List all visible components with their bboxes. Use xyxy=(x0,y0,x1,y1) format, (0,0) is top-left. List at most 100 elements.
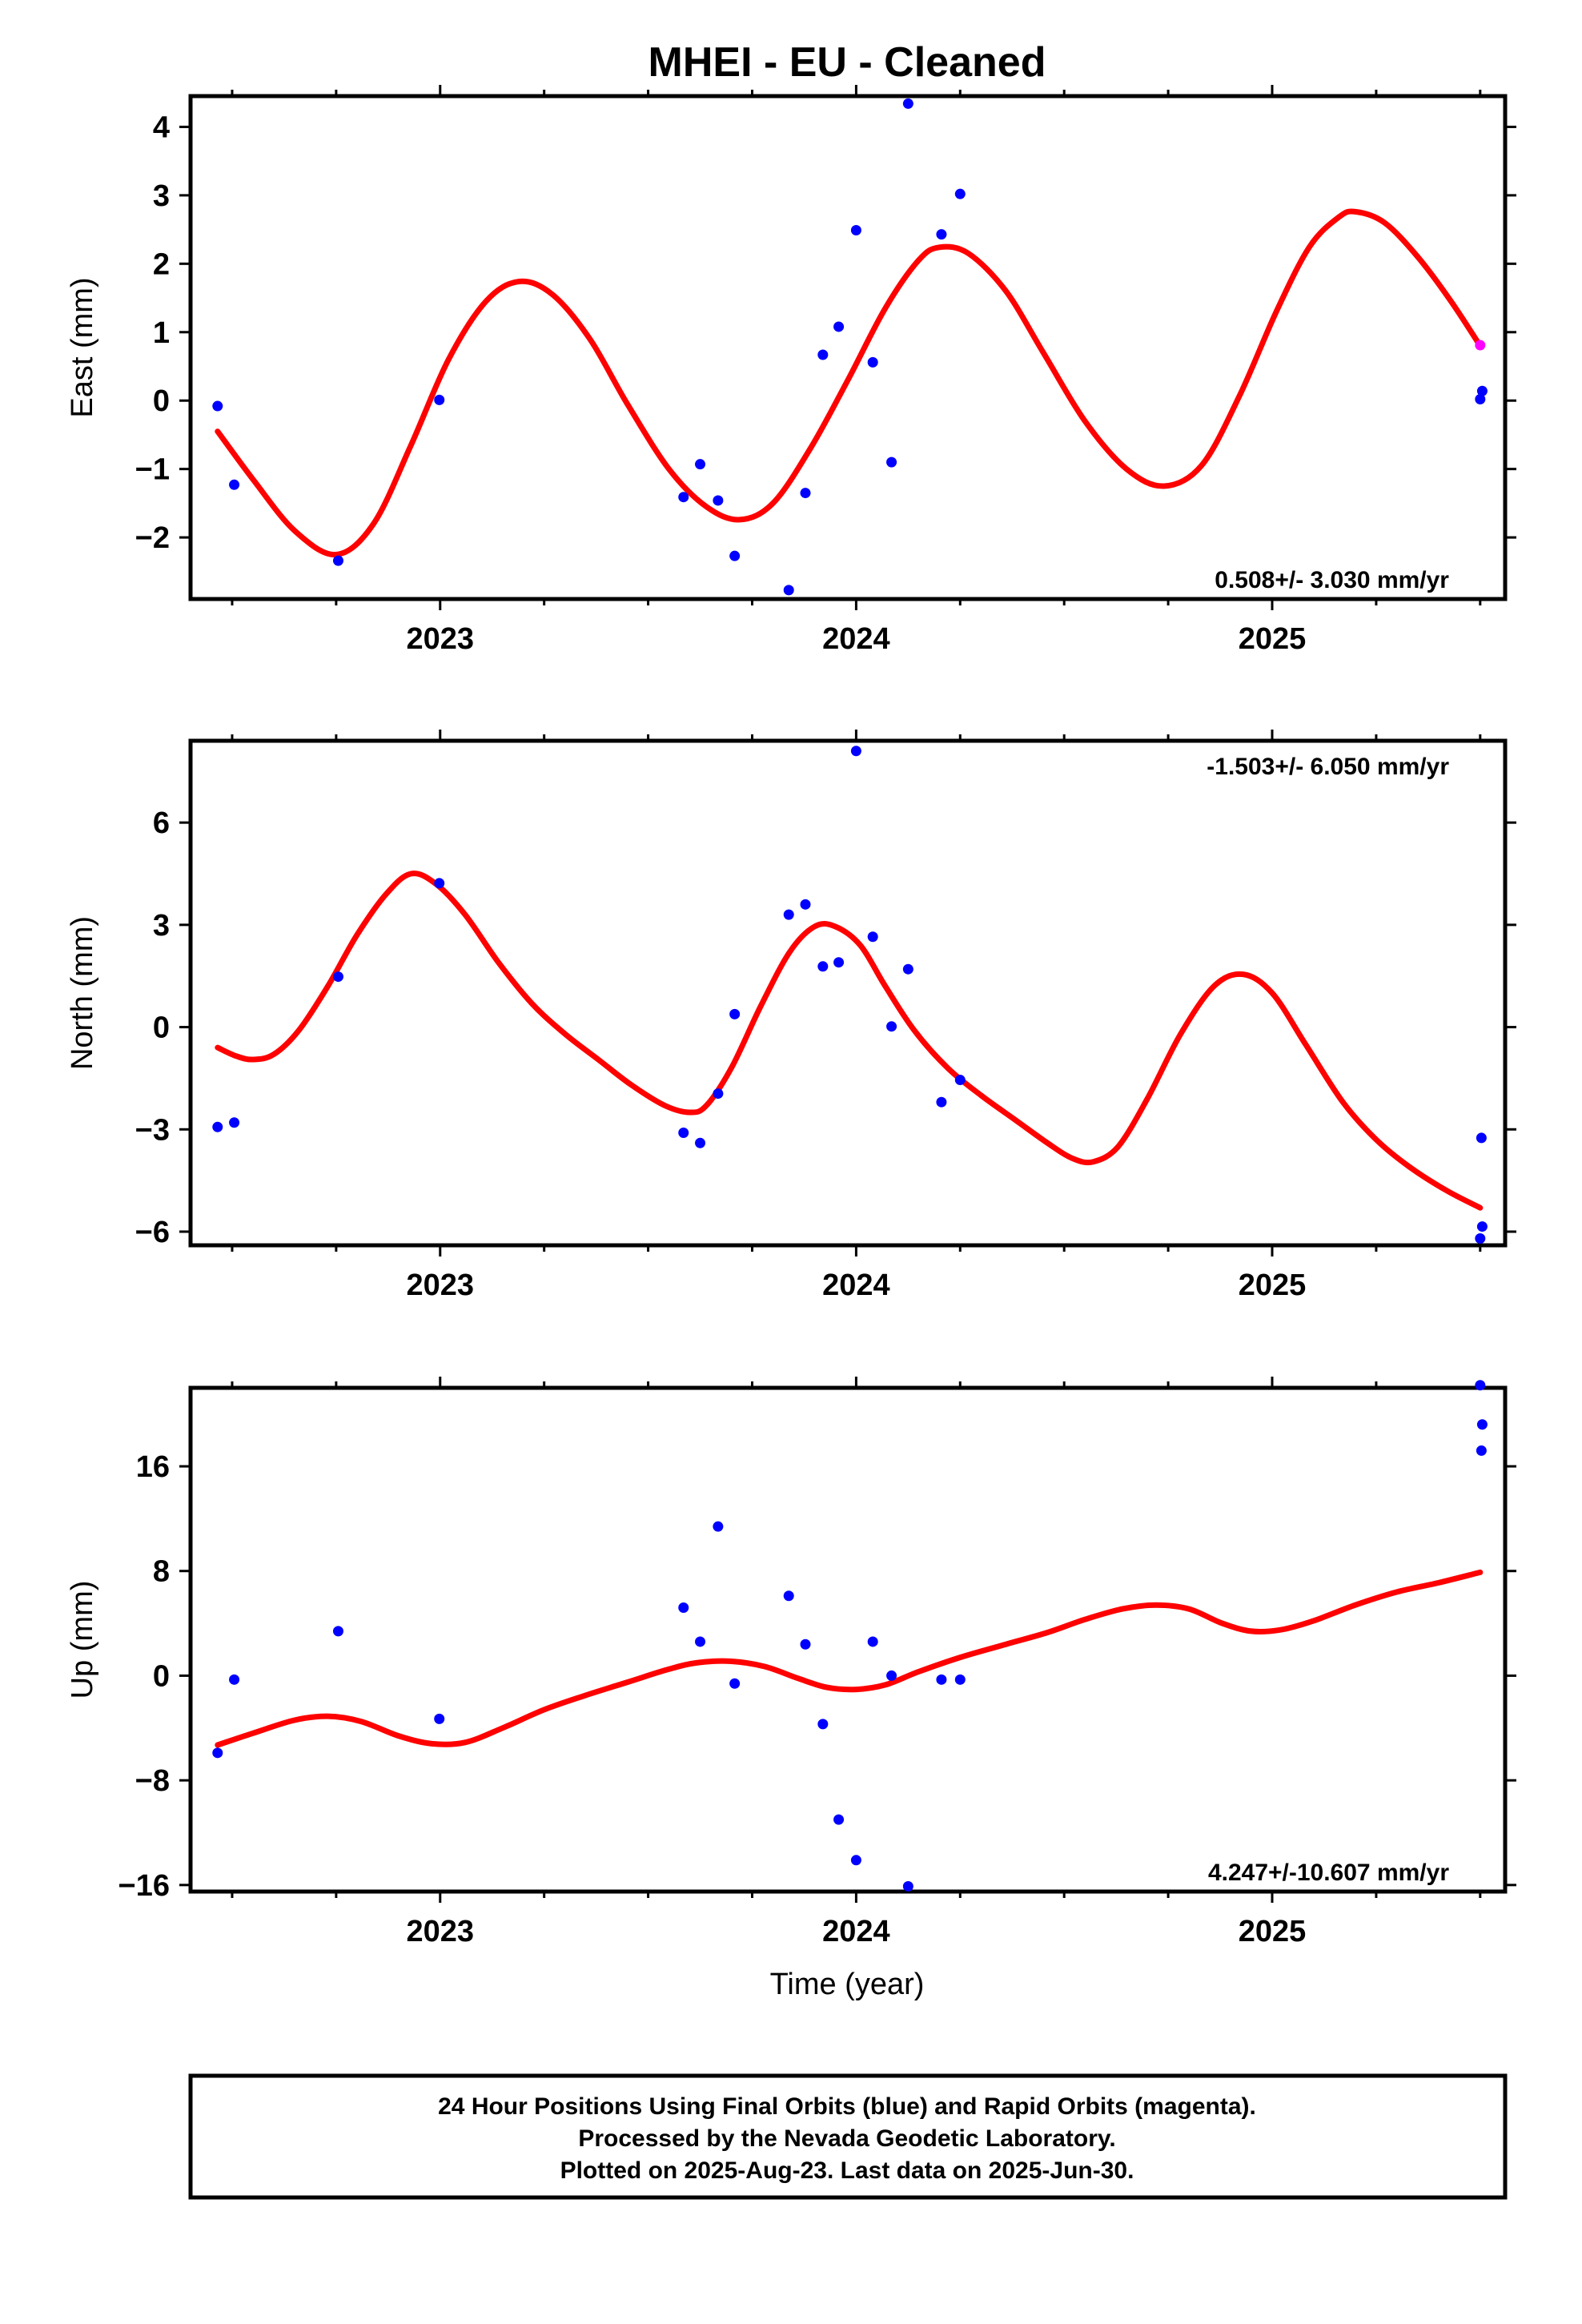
up-final-orbit-point xyxy=(783,1590,794,1602)
up-final-orbit-point xyxy=(800,1638,811,1650)
north-final-orbit-point xyxy=(936,1096,947,1108)
up-x-tick-label: 2024 xyxy=(822,1915,890,1948)
north-y-tick-label: 6 xyxy=(153,806,170,840)
east-rapid-orbit-point xyxy=(1475,340,1486,351)
north-final-orbit-point xyxy=(229,1117,240,1128)
east-final-orbit-point xyxy=(1476,385,1488,396)
north-final-orbit-point xyxy=(1476,1132,1487,1144)
up-final-orbit-point xyxy=(1476,1419,1488,1430)
up-final-orbit-point xyxy=(332,1626,343,1637)
east-final-orbit-point xyxy=(695,459,706,470)
up-x-tick-label: 2025 xyxy=(1239,1915,1307,1948)
east-final-orbit-point xyxy=(954,188,966,199)
north-y-tick-label: 0 xyxy=(153,1011,170,1045)
north-model-curve xyxy=(215,870,1484,1211)
up-y-tick-label: 16 xyxy=(136,1450,170,1484)
east-final-orbit-point xyxy=(434,394,445,405)
up-final-orbit-point xyxy=(713,1521,724,1532)
east-final-orbit-point xyxy=(833,321,845,332)
north-final-orbit-point xyxy=(713,1088,724,1100)
north-final-orbit-point xyxy=(800,899,811,910)
up-y-tick-label: −8 xyxy=(135,1764,170,1798)
north-final-orbit-point xyxy=(434,878,445,889)
east-final-orbit-point xyxy=(1475,394,1486,405)
footer-line-3: Plotted on 2025-Aug-23. Last data on 202… xyxy=(560,2157,1134,2184)
up-y-tick-label: 0 xyxy=(153,1659,170,1693)
up-final-orbit-point xyxy=(434,1713,445,1724)
north-final-orbit-point xyxy=(886,1021,897,1032)
east-frame xyxy=(188,94,1508,601)
east-panel: 2023 2024 2025 4 3 2 1 0 −1 −2 East (mm) 0.508+/- 3… xyxy=(66,85,1516,656)
north-final-orbit-point xyxy=(695,1137,706,1148)
north-final-orbit-point xyxy=(678,1128,689,1139)
up-y-axis-label: Up (mm) xyxy=(66,1581,99,1699)
east-y-tick-label: −2 xyxy=(135,521,170,555)
up-final-orbit-point xyxy=(729,1678,741,1689)
east-y-tick-label: 3 xyxy=(153,179,170,213)
north-final-orbit-point xyxy=(954,1075,966,1086)
up-x-tick-label: 2023 xyxy=(406,1915,474,1948)
east-x-tick-label: 2025 xyxy=(1239,622,1307,656)
north-final-orbit-point xyxy=(332,971,343,983)
north-final-orbit-point xyxy=(783,909,794,920)
east-final-orbit-point xyxy=(867,356,878,368)
up-frame xyxy=(188,1385,1508,1894)
up-model-curve xyxy=(215,1569,1484,1748)
up-final-orbit-point xyxy=(902,1880,913,1892)
up-final-orbit-point xyxy=(212,1747,223,1759)
footer-box: 24 Hour Positions Using Final Orbits (bl… xyxy=(188,2073,1508,2200)
east-y-tick-label: 1 xyxy=(153,316,170,350)
north-frame xyxy=(188,738,1508,1248)
up-y-tick-label: −16 xyxy=(118,1869,170,1903)
footer-line-1: 24 Hour Positions Using Final Orbits (bl… xyxy=(438,2093,1256,2120)
up-final-orbit-point xyxy=(817,1719,829,1730)
footer-line-2: Processed by the Nevada Geodetic Laborat… xyxy=(578,2125,1115,2152)
east-final-orbit-point xyxy=(817,349,829,360)
east-final-orbit-point xyxy=(902,98,913,109)
x-axis-label: Time (year) xyxy=(770,1968,925,2001)
up-final-orbit-point xyxy=(954,1674,966,1685)
east-final-orbit-point xyxy=(332,555,343,566)
east-final-orbit-point xyxy=(783,585,794,596)
up-rate-label: 4.247+/-10.607 mm/yr xyxy=(1208,1860,1449,1886)
east-y-tick-label: −1 xyxy=(135,453,170,487)
east-x-tick-label: 2023 xyxy=(406,622,474,656)
north-y-tick-label: −6 xyxy=(135,1216,170,1249)
north-rate-label: -1.503+/- 6.050 mm/yr xyxy=(1207,754,1449,780)
east-final-orbit-point xyxy=(850,224,861,235)
up-final-orbit-point xyxy=(833,1814,845,1825)
east-rate-label: 0.508+/- 3.030 mm/yr xyxy=(1215,567,1449,593)
up-final-orbit-point xyxy=(936,1674,947,1685)
east-y-axis-label: East (mm) xyxy=(66,277,99,417)
up-final-orbit-point xyxy=(695,1636,706,1647)
east-final-orbit-point xyxy=(678,492,689,503)
east-final-orbit-point xyxy=(886,456,897,468)
footer-frame xyxy=(188,2073,1508,2200)
north-final-orbit-point xyxy=(212,1121,223,1132)
north-x-tick-label: 2024 xyxy=(822,1269,890,1302)
up-final-orbit-point xyxy=(850,1855,861,1866)
north-x-tick-label: 2023 xyxy=(406,1269,474,1302)
east-model-curve xyxy=(215,208,1484,558)
north-final-orbit-point xyxy=(1475,1232,1486,1244)
east-final-orbit-point xyxy=(729,550,741,561)
up-final-orbit-point xyxy=(229,1674,240,1685)
east-final-orbit-point xyxy=(229,479,240,490)
east-y-tick-label: 0 xyxy=(153,384,170,418)
north-x-tick-label: 2025 xyxy=(1239,1269,1307,1302)
north-final-orbit-point xyxy=(1476,1221,1488,1232)
up-panel: 2023 2024 2025 16 8 0 −8 −16 Up (mm) 4.247+/-10.6… xyxy=(66,1377,1516,1948)
up-final-orbit-point xyxy=(1475,1380,1486,1391)
north-final-orbit-point xyxy=(850,746,861,757)
north-panel: 2023 2024 2025 6 3 0 −3 −6 North (mm) -1.503+/- 6… xyxy=(66,730,1516,1302)
north-y-axis-label: North (mm) xyxy=(66,916,99,1070)
up-final-orbit-point xyxy=(678,1602,689,1613)
east-y-tick-label: 2 xyxy=(153,247,170,281)
north-final-orbit-point xyxy=(833,957,845,968)
up-final-orbit-point xyxy=(867,1636,878,1647)
east-y-tick-label: 4 xyxy=(153,111,170,144)
up-final-orbit-point xyxy=(886,1670,897,1681)
east-final-orbit-point xyxy=(800,488,811,499)
up-final-orbit-point xyxy=(1476,1445,1487,1456)
